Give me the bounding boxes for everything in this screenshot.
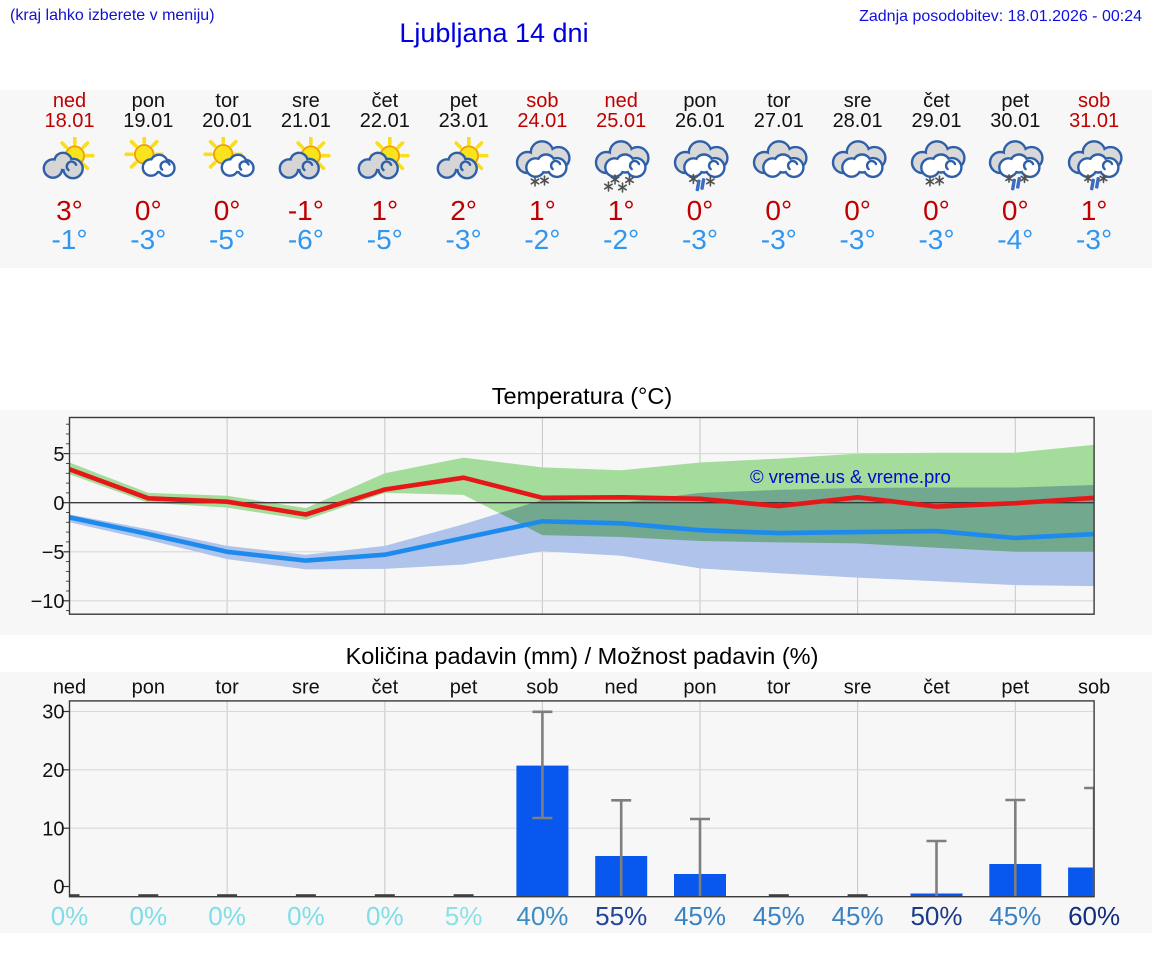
svg-text:20: 20 (42, 760, 64, 782)
svg-text:40%: 40% (516, 901, 568, 931)
svg-text:tor: tor (767, 677, 791, 699)
svg-text:−10: −10 (31, 591, 65, 613)
svg-text:pon: pon (132, 677, 165, 699)
svg-text:ned: ned (53, 677, 86, 699)
svg-text:55%: 55% (595, 901, 647, 931)
svg-text:sob: sob (526, 677, 558, 699)
svg-text:0%: 0% (208, 901, 246, 931)
svg-text:5: 5 (53, 444, 64, 466)
svg-text:pet: pet (1001, 677, 1029, 699)
svg-text:50%: 50% (910, 901, 962, 931)
svg-text:0%: 0% (130, 901, 168, 931)
svg-text:0: 0 (53, 877, 64, 899)
svg-text:45%: 45% (832, 901, 884, 931)
svg-text:60%: 60% (1068, 901, 1120, 931)
svg-text:5%: 5% (445, 901, 483, 931)
svg-text:pon: pon (683, 677, 716, 699)
svg-text:0%: 0% (366, 901, 404, 931)
svg-text:sob: sob (1078, 677, 1110, 699)
svg-text:0: 0 (53, 493, 64, 515)
svg-text:sre: sre (292, 677, 320, 699)
svg-text:10: 10 (42, 818, 64, 840)
svg-text:tor: tor (215, 677, 239, 699)
svg-text:čet: čet (371, 677, 398, 699)
svg-text:ned: ned (605, 677, 638, 699)
svg-text:45%: 45% (674, 901, 726, 931)
svg-text:sre: sre (844, 677, 872, 699)
svg-text:0%: 0% (287, 901, 325, 931)
svg-text:pet: pet (450, 677, 478, 699)
svg-text:30: 30 (42, 702, 64, 724)
svg-text:čet: čet (923, 677, 950, 699)
svg-text:−5: −5 (42, 542, 65, 564)
svg-text:0%: 0% (51, 901, 89, 931)
svg-text:45%: 45% (753, 901, 805, 931)
svg-text:© vreme.us & vreme.pro: © vreme.us & vreme.pro (750, 466, 951, 487)
svg-text:45%: 45% (989, 901, 1041, 931)
